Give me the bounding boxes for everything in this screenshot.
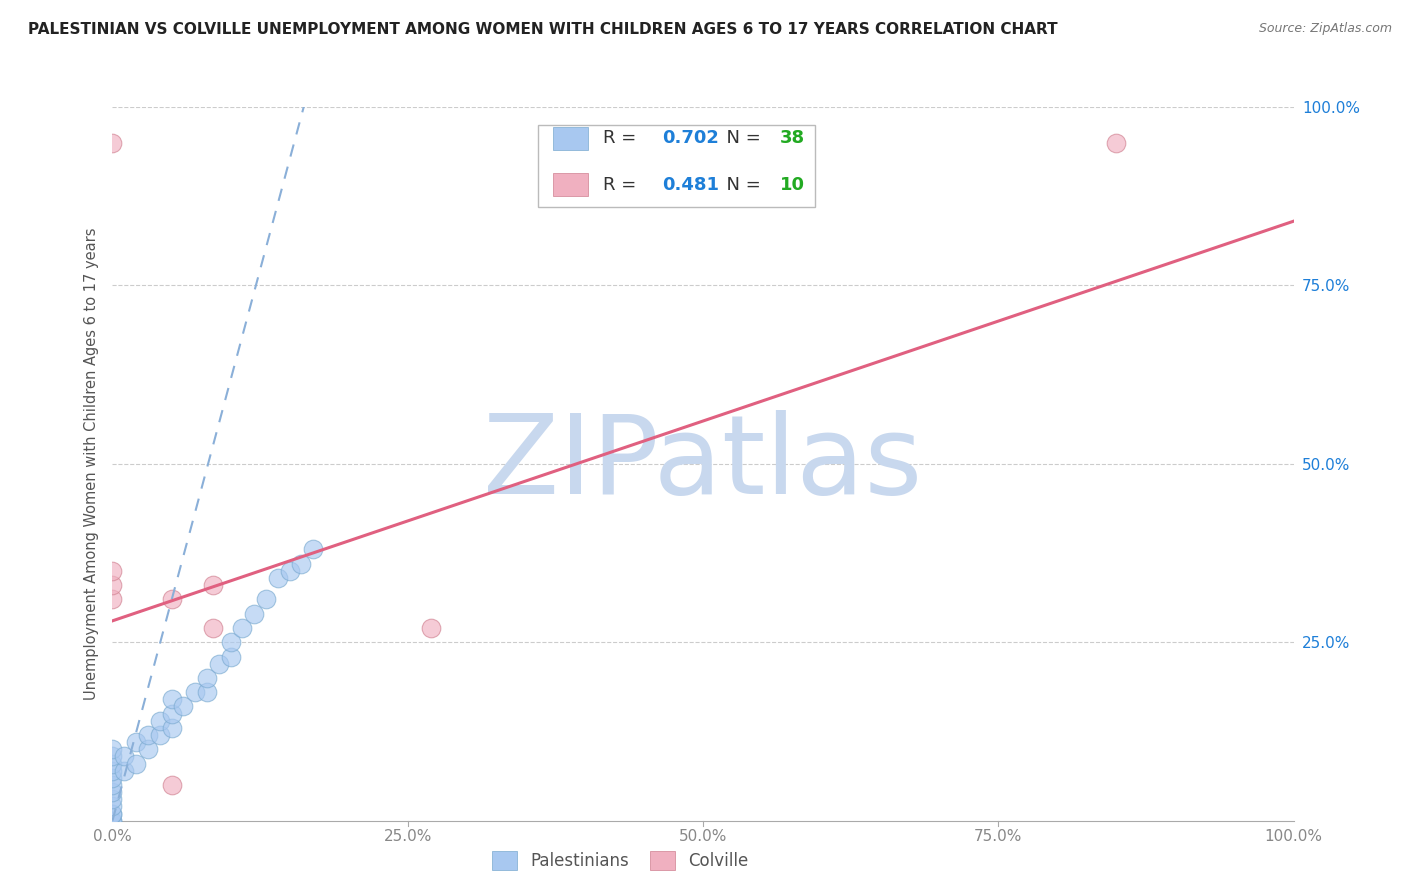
FancyBboxPatch shape (537, 125, 815, 207)
Point (101, 764, 124, 778)
Text: Source: ZipAtlas.com: Source: ZipAtlas.com (1258, 22, 1392, 36)
Point (136, 728, 159, 742)
Point (125, 735, 148, 749)
Point (101, 564, 124, 578)
Point (302, 542, 325, 557)
Point (149, 714, 172, 728)
Point (290, 557, 312, 571)
Point (101, 756, 124, 771)
Point (149, 728, 172, 742)
Point (101, 806, 124, 821)
Point (101, 806, 124, 821)
Point (1105, 136, 1128, 150)
Y-axis label: Unemployment Among Women with Children Ages 6 to 17 years: Unemployment Among Women with Children A… (83, 227, 98, 700)
Point (201, 578, 224, 592)
Point (267, 571, 290, 585)
Text: PALESTINIAN VS COLVILLE UNEMPLOYMENT AMONG WOMEN WITH CHILDREN AGES 6 TO 17 YEAR: PALESTINIAN VS COLVILLE UNEMPLOYMENT AMO… (28, 22, 1057, 37)
FancyBboxPatch shape (553, 127, 589, 150)
Point (136, 742, 159, 756)
Point (160, 692, 183, 706)
Point (243, 607, 266, 621)
Point (219, 635, 242, 649)
Point (160, 592, 183, 607)
Point (160, 706, 183, 721)
Text: ZIPatlas: ZIPatlas (484, 410, 922, 517)
Text: 0.702: 0.702 (662, 129, 718, 147)
Point (195, 671, 218, 685)
Point (101, 578, 124, 592)
Point (101, 792, 124, 806)
FancyBboxPatch shape (553, 173, 589, 196)
Point (112, 764, 135, 778)
Point (112, 749, 135, 764)
Point (201, 621, 224, 635)
Point (101, 136, 124, 150)
Text: R =: R = (603, 176, 641, 194)
Point (420, 621, 443, 635)
Point (101, 742, 124, 756)
Point (101, 785, 124, 799)
Point (231, 621, 253, 635)
Point (101, 814, 124, 828)
Text: 0.481: 0.481 (662, 176, 718, 194)
Point (101, 799, 124, 814)
Point (101, 749, 124, 764)
Legend: Palestinians, Colville: Palestinians, Colville (486, 844, 755, 877)
Text: R =: R = (603, 129, 641, 147)
Point (125, 756, 148, 771)
Text: 10: 10 (780, 176, 804, 194)
Point (101, 778, 124, 792)
Point (172, 699, 194, 714)
Point (278, 564, 301, 578)
Point (101, 592, 124, 607)
Point (219, 649, 242, 664)
Text: 38: 38 (780, 129, 804, 147)
Point (160, 778, 183, 792)
Point (160, 721, 183, 735)
Point (195, 685, 218, 699)
Point (101, 771, 124, 785)
Point (184, 685, 207, 699)
Point (101, 814, 124, 828)
Point (208, 657, 231, 671)
Text: N =: N = (714, 129, 766, 147)
Point (254, 592, 277, 607)
Text: N =: N = (714, 176, 766, 194)
